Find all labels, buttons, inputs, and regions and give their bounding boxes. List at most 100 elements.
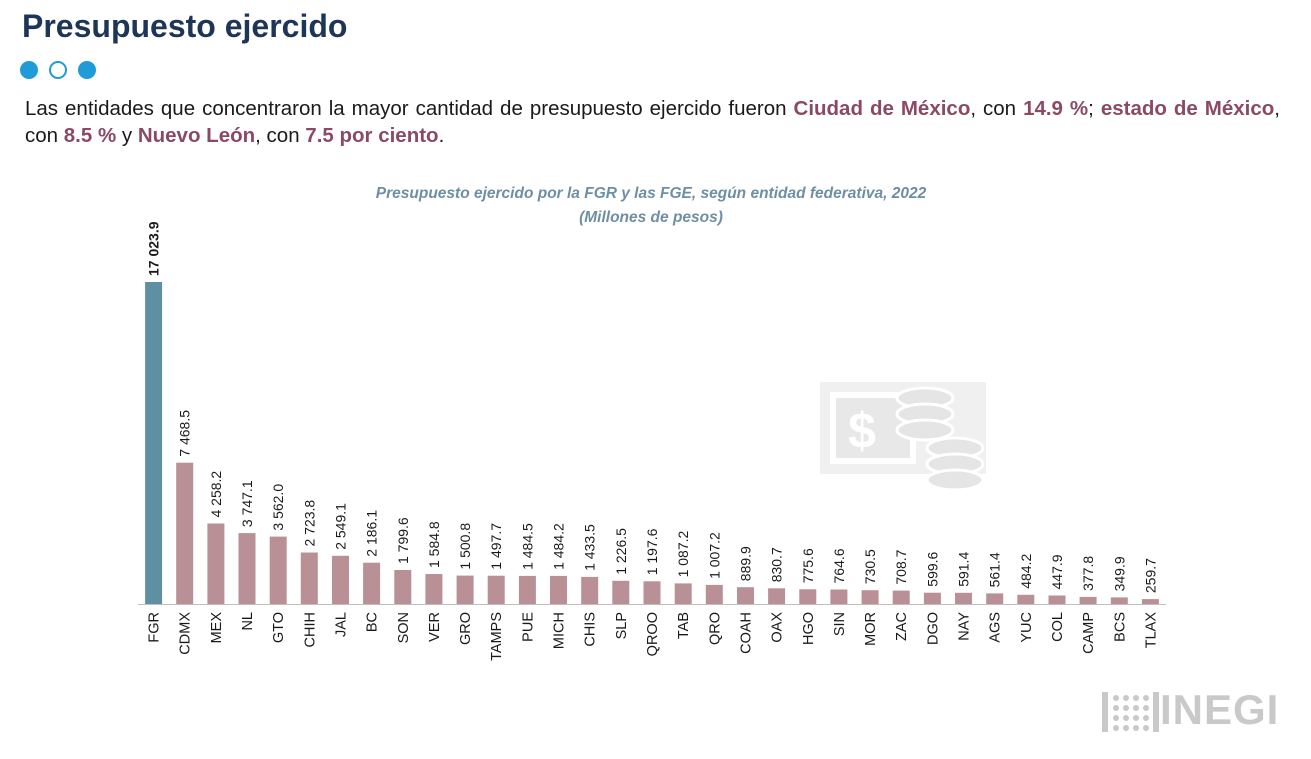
category-label: CHIS	[583, 612, 599, 647]
bar-nay	[955, 592, 972, 604]
bar-hgo	[799, 589, 817, 604]
summary-highlight: 14.9 %	[1023, 97, 1089, 120]
bar-mor	[861, 590, 879, 604]
value-label: 708.7	[893, 549, 909, 584]
category-label: COAH	[739, 612, 755, 654]
bar-dgo	[923, 592, 941, 604]
value-label: 1 087.2	[675, 530, 691, 577]
bar-col	[1048, 595, 1066, 604]
summary-part: , con	[970, 97, 1024, 120]
category-label: SIN	[832, 612, 848, 636]
bar-bc	[363, 562, 381, 604]
category-label: SLP	[614, 612, 630, 639]
summary-part: , con	[255, 124, 306, 147]
bar-camp	[1079, 596, 1097, 604]
value-label: 3 562.0	[270, 484, 286, 531]
value-label: 484.2	[1018, 554, 1034, 589]
category-label: MOR	[863, 612, 879, 646]
category-label: TAMPS	[489, 612, 505, 661]
value-label: 2 723.8	[301, 500, 317, 547]
summary-highlight: 8.5 %	[63, 124, 117, 147]
bar-pue	[518, 575, 536, 604]
category-label: PUE	[520, 612, 536, 642]
value-label: 730.5	[862, 549, 878, 584]
category-label: BC	[365, 612, 381, 632]
category-label: NAY	[957, 612, 973, 641]
value-label: 1 584.8	[426, 521, 442, 568]
inegi-logo-text: INEGI	[1160, 686, 1280, 733]
value-label: 349.9	[1111, 556, 1127, 591]
bar-zac	[892, 590, 910, 604]
value-label: 2 186.1	[364, 510, 380, 557]
page-title: Presupuesto ejercido	[22, 8, 348, 44]
bar-tab	[674, 583, 692, 604]
bar-gro	[456, 575, 474, 604]
summary-part: y	[116, 124, 138, 147]
bar-ags	[986, 593, 1004, 604]
category-label: YUC	[1019, 612, 1035, 643]
bar-ver	[425, 574, 443, 604]
category-label: OAX	[770, 612, 786, 643]
pager-dot-2[interactable]	[49, 61, 67, 79]
category-label: QRO	[707, 612, 723, 645]
summary-highlight: Ciudad de México	[793, 97, 971, 120]
category-label: MEX	[209, 612, 225, 644]
value-label: 447.9	[1049, 554, 1065, 589]
category-label: CAMP	[1081, 612, 1097, 654]
value-label: 3 747.1	[239, 480, 255, 527]
summary-text: Las entidades que concentraron la mayor …	[25, 95, 1280, 149]
value-label: 764.6	[831, 548, 847, 583]
value-label: 599.6	[924, 551, 940, 586]
category-label: MICH	[552, 612, 568, 649]
category-label: CDMX	[178, 612, 194, 655]
summary-highlight: 7.5 por ciento	[305, 124, 439, 147]
value-label: 1 500.8	[457, 523, 473, 570]
value-label: 377.8	[1080, 556, 1096, 591]
category-label: ZAC	[894, 612, 910, 641]
category-label: JAL	[334, 612, 350, 637]
inegi-logo-icon	[1102, 692, 1159, 732]
value-label: 591.4	[956, 552, 972, 587]
bar-tamps	[487, 575, 505, 604]
money-icon: $	[820, 382, 986, 492]
value-label: 17 023.9	[146, 221, 162, 276]
value-label: 1 484.2	[551, 523, 567, 570]
bar-chih	[300, 552, 318, 604]
category-label: SON	[396, 612, 412, 643]
bar-nl	[238, 533, 256, 604]
pager-dot-3[interactable]	[78, 61, 96, 79]
bar-fgr	[145, 282, 163, 604]
category-label: TLAX	[1143, 612, 1159, 649]
value-label: 1 226.5	[613, 528, 629, 575]
category-label: VER	[427, 612, 443, 642]
svg-text:$: $	[848, 403, 876, 459]
bar-qroo	[643, 581, 661, 604]
summary-highlight: estado de México	[1100, 97, 1275, 120]
pager-dot-1[interactable]	[20, 61, 38, 79]
value-label: 259.7	[1142, 558, 1158, 593]
bars-group: 17 023.9 FGR 7 468.5 CDMX 4 258.2 MEX 3 747.1 N…	[145, 221, 1159, 661]
bar-tlax	[1141, 599, 1159, 604]
value-label: 561.4	[987, 552, 1003, 587]
chart-title: Presupuesto ejercido por la FGR y las FG…	[376, 185, 927, 202]
value-label: 889.9	[738, 546, 754, 581]
category-label: NL	[240, 612, 256, 631]
bar-bcs	[1110, 597, 1128, 604]
category-label: HGO	[801, 612, 817, 645]
category-label: TAB	[676, 612, 692, 639]
value-label: 4 258.2	[208, 471, 224, 518]
category-label: GRO	[458, 612, 474, 645]
bar-oax	[768, 588, 786, 604]
slide-pager	[20, 61, 96, 79]
summary-part: Las entidades que concentraron la mayor …	[25, 97, 794, 120]
summary-highlight: Nuevo León	[137, 124, 256, 147]
bar-jal	[332, 555, 349, 604]
bar-mex	[207, 523, 225, 604]
bar-sin	[830, 589, 848, 604]
bar-yuc	[1017, 594, 1035, 604]
value-label: 830.7	[769, 547, 785, 582]
value-label: 7 468.5	[177, 410, 193, 457]
category-label: QROO	[645, 612, 661, 656]
bar-coah	[737, 587, 754, 604]
